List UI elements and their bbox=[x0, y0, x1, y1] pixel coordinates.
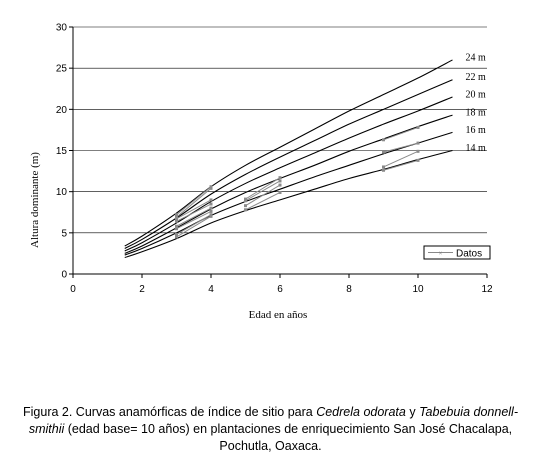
x-axis-title: Edad en años bbox=[249, 309, 308, 321]
y-tick-labels: 0 5 10 15 20 25 30 bbox=[56, 23, 68, 281]
datos-point-1-1 bbox=[209, 186, 213, 190]
datos-point-3-1 bbox=[209, 202, 213, 206]
y-tick-label-15: 15 bbox=[56, 146, 68, 157]
datos-point-0-1 bbox=[209, 185, 213, 189]
y-tick-label-25: 25 bbox=[56, 64, 68, 75]
curve-22-m bbox=[124, 79, 453, 249]
datos-segment-11 bbox=[245, 192, 281, 211]
datos-segment-8 bbox=[245, 177, 281, 200]
x-tick-label-4: 4 bbox=[208, 284, 214, 295]
datos-point-8-1 bbox=[278, 176, 282, 180]
caption-species-1: Cedrela odorata bbox=[316, 405, 406, 419]
datos-point-13-1 bbox=[416, 141, 420, 145]
datos-point-2-0 bbox=[175, 217, 178, 221]
y-tick-label-0: 0 bbox=[61, 270, 67, 281]
y-tick-label-30: 30 bbox=[56, 23, 68, 34]
datos-point-10-1 bbox=[278, 183, 282, 187]
datos-segment-10 bbox=[245, 184, 281, 207]
y-tick-label-10: 10 bbox=[56, 187, 68, 198]
observed-data bbox=[175, 125, 420, 239]
datos-point-14-0 bbox=[382, 165, 385, 169]
datos-point-1-0 bbox=[175, 215, 178, 219]
legend-box bbox=[423, 245, 491, 260]
curve-label-22-m: 22 m bbox=[466, 72, 487, 83]
caption-prefix: Figura 2. Curvas anamórficas de índice d… bbox=[23, 405, 317, 419]
caption-conjunction: y bbox=[405, 405, 420, 419]
datos-point-6-1 bbox=[209, 213, 213, 217]
chart: 0 2 4 6 8 10 12 0 5 10 15 20 25 30 24 m 22 m 20 m 18 m 1… bbox=[29, 23, 493, 322]
datos-segment-0 bbox=[176, 186, 212, 216]
datos-segment-7 bbox=[176, 215, 212, 238]
y-tick-label-5: 5 bbox=[61, 228, 67, 239]
datos-point-7-1 bbox=[209, 214, 213, 218]
y-axis-title: Altura dominante (m) bbox=[29, 152, 41, 248]
datos-point-9-0 bbox=[244, 199, 247, 203]
datos-point-3-0 bbox=[175, 219, 178, 223]
x-tick-label-12: 12 bbox=[481, 284, 493, 295]
datos-segment-14 bbox=[383, 150, 419, 168]
datos-point-8-0 bbox=[244, 197, 247, 201]
datos-point-9-1 bbox=[278, 179, 282, 183]
y-tick-label-20: 20 bbox=[56, 105, 68, 116]
legend-marker: × bbox=[439, 250, 443, 258]
curve-label-16-m: 16 m bbox=[466, 125, 487, 136]
datos-point-15-0 bbox=[382, 168, 385, 172]
datos-segment-5 bbox=[176, 210, 212, 230]
caption-species-2: Tabebuia donnell-smithii bbox=[28, 405, 518, 436]
datos-segment-4 bbox=[176, 207, 212, 227]
curve-16-m bbox=[124, 131, 453, 256]
datos-segment-13 bbox=[383, 142, 419, 153]
datos-point-2-1 bbox=[209, 198, 213, 202]
datos-point-4-0 bbox=[175, 224, 178, 228]
datos-point-12-0 bbox=[382, 138, 385, 142]
datos-point-6-0 bbox=[175, 232, 178, 236]
datos-segment-2 bbox=[176, 199, 212, 220]
x-tick-label-2: 2 bbox=[139, 284, 145, 295]
datos-segment-9 bbox=[245, 180, 281, 202]
legend: × Datos bbox=[423, 245, 491, 260]
x-tick-label-6: 6 bbox=[277, 284, 283, 295]
datos-point-15-1 bbox=[416, 158, 420, 162]
datos-point-14-1 bbox=[416, 149, 420, 153]
curve-24-m bbox=[124, 59, 453, 247]
datos-segment-1 bbox=[176, 187, 212, 218]
datos-point-5-0 bbox=[175, 227, 178, 231]
datos-segment-3 bbox=[176, 203, 212, 222]
x-tick-labels: 0 2 4 6 8 10 12 bbox=[70, 284, 493, 295]
site-index-curves bbox=[124, 59, 453, 259]
datos-segment-6 bbox=[176, 214, 212, 235]
datos-point-4-1 bbox=[209, 206, 213, 210]
curve-20-m bbox=[124, 96, 453, 252]
x-tick-label-10: 10 bbox=[412, 284, 424, 295]
datos-point-5-1 bbox=[209, 209, 213, 213]
x-tick-label-8: 8 bbox=[346, 284, 352, 295]
axes bbox=[69, 26, 488, 278]
datos-point-10-0 bbox=[244, 204, 247, 208]
gridlines bbox=[73, 26, 487, 234]
datos-segment-15 bbox=[383, 159, 419, 171]
curve-labels: 24 m 22 m 20 m 18 m 16 m 14 m bbox=[466, 52, 487, 154]
datos-segment-12 bbox=[383, 126, 419, 141]
caption-suffix: (edad base= 10 años) en plantaciones de … bbox=[64, 422, 513, 453]
x-tick-label-0: 0 bbox=[70, 284, 76, 295]
datos-point-7-0 bbox=[175, 235, 178, 239]
figure-caption: Figura 2. Curvas anamórficas de índice d… bbox=[10, 404, 531, 455]
curve-label-20-m: 20 m bbox=[466, 89, 487, 100]
datos-point-11-0 bbox=[244, 208, 247, 212]
curve-label-24-m: 24 m bbox=[466, 52, 487, 63]
datos-point-12-1 bbox=[416, 125, 420, 129]
datos-point-11-1 bbox=[278, 190, 282, 194]
curve-label-18-m: 18 m bbox=[466, 108, 487, 119]
datos-point-0-0 bbox=[175, 213, 178, 217]
curve-14-m bbox=[124, 149, 453, 259]
curve-label-14-m: 14 m bbox=[466, 143, 487, 154]
datos-point-13-0 bbox=[382, 150, 385, 154]
legend-label: Datos bbox=[456, 249, 482, 260]
